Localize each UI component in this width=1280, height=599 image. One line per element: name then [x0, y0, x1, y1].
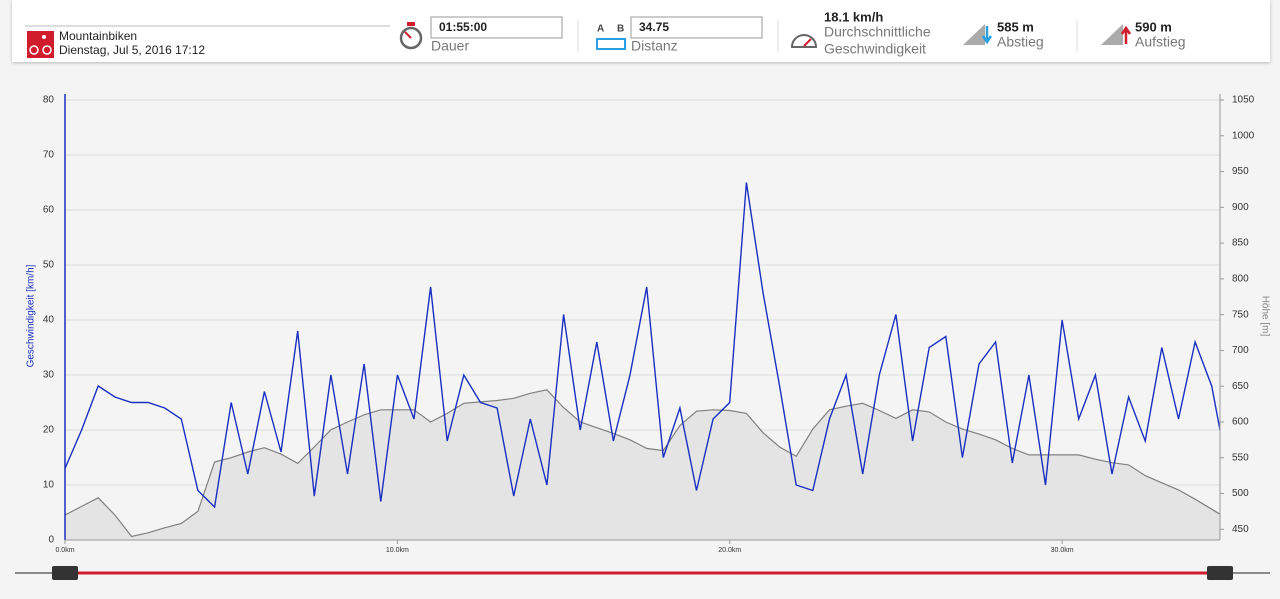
- avg-speed-label: Geschwindigkeit: [824, 41, 926, 57]
- y-tick-label: 70: [43, 150, 55, 161]
- ascent-arrow: [1120, 25, 1132, 44]
- y2-tick-label: 900: [1232, 202, 1249, 213]
- duration-label: Dauer: [431, 38, 469, 54]
- chart: 0 10 20 30 40 50 60 70 80 450 500 550 600 650 700 750 80…: [26, 94, 1270, 554]
- elevation-line: [64, 389, 1221, 538]
- y2-axis-title: Höhe [m]: [1259, 296, 1270, 337]
- descent-value: 585 m: [997, 19, 1034, 34]
- area: [65, 389, 1220, 540]
- gauge-needle: [803, 38, 812, 47]
- x-tick-label: 30.0km: [1051, 547, 1074, 554]
- distance-label: Distanz: [631, 38, 678, 54]
- descent-arrow: [981, 26, 993, 45]
- speed-line: [64, 182, 1221, 509]
- gauge-icon: [790, 34, 818, 48]
- ascent-icon: [1101, 24, 1123, 45]
- distance-value: 34.75: [639, 20, 669, 34]
- ruler-icon: [596, 38, 626, 50]
- range-handle-start[interactable]: [52, 566, 78, 580]
- ascent-value: 590 m: [1135, 19, 1172, 34]
- descent-label: Abstieg: [997, 34, 1044, 50]
- x-tick-label: 0.0km: [55, 547, 74, 554]
- y2-tick-label: 750: [1232, 309, 1249, 320]
- y2-tick-label: 1000: [1232, 130, 1255, 141]
- stopwatch-top: [407, 22, 415, 26]
- y2-tick-label: 550: [1232, 452, 1249, 463]
- stopwatch-hand: [404, 31, 412, 39]
- avg-speed-label: Durchschnittliche: [824, 24, 931, 40]
- y2-tick-label: 950: [1232, 166, 1249, 177]
- range-handle-end[interactable]: [1207, 566, 1233, 580]
- y-tick-label: 0: [48, 535, 54, 546]
- y2-tick-label: 700: [1232, 345, 1249, 356]
- y-tick-label: 80: [43, 95, 55, 106]
- ascent-label: Aufstieg: [1135, 34, 1186, 50]
- activity-datetime: Dienstag, Jul 5, 2016 17:12: [59, 43, 205, 57]
- descent-icon: [963, 24, 985, 45]
- y-tick-label: 30: [43, 370, 55, 381]
- distance-field[interactable]: [630, 16, 763, 39]
- y2-tick-label: 450: [1232, 524, 1249, 535]
- y2-tick-label: 850: [1232, 238, 1249, 249]
- icon-wheel: [29, 45, 39, 55]
- y-tick-label: 60: [43, 205, 55, 216]
- stopwatch-icon: [399, 26, 423, 50]
- y2-tick-label: 1050: [1232, 95, 1255, 106]
- duration-field[interactable]: [430, 16, 563, 39]
- sport-icon: [27, 31, 54, 58]
- y-tick-label: 10: [43, 480, 55, 491]
- y2-tick-label: 800: [1232, 274, 1249, 285]
- y-tick-label: 20: [43, 425, 55, 436]
- x-tick-label: 20.0km: [718, 547, 741, 554]
- y2-tick-label: 600: [1232, 417, 1249, 428]
- icon-head: [42, 35, 46, 39]
- icon-wheel: [42, 45, 52, 55]
- distance-b: B: [617, 24, 624, 35]
- x-tick-label: 10.0km: [386, 547, 409, 554]
- y-axis-title: Geschwindigkeit [km/h]: [26, 264, 37, 367]
- sport-name: Mountainbiken: [59, 29, 137, 43]
- distance-a: A: [597, 24, 604, 35]
- y2-tick-label: 500: [1232, 488, 1249, 499]
- y2-tick-label: 650: [1232, 381, 1249, 392]
- duration-value: 01:55:00: [439, 20, 487, 34]
- avg-speed-value: 18.1 km/h: [824, 9, 883, 24]
- y-tick-label: 50: [43, 260, 55, 271]
- y-tick-label: 40: [43, 315, 55, 326]
